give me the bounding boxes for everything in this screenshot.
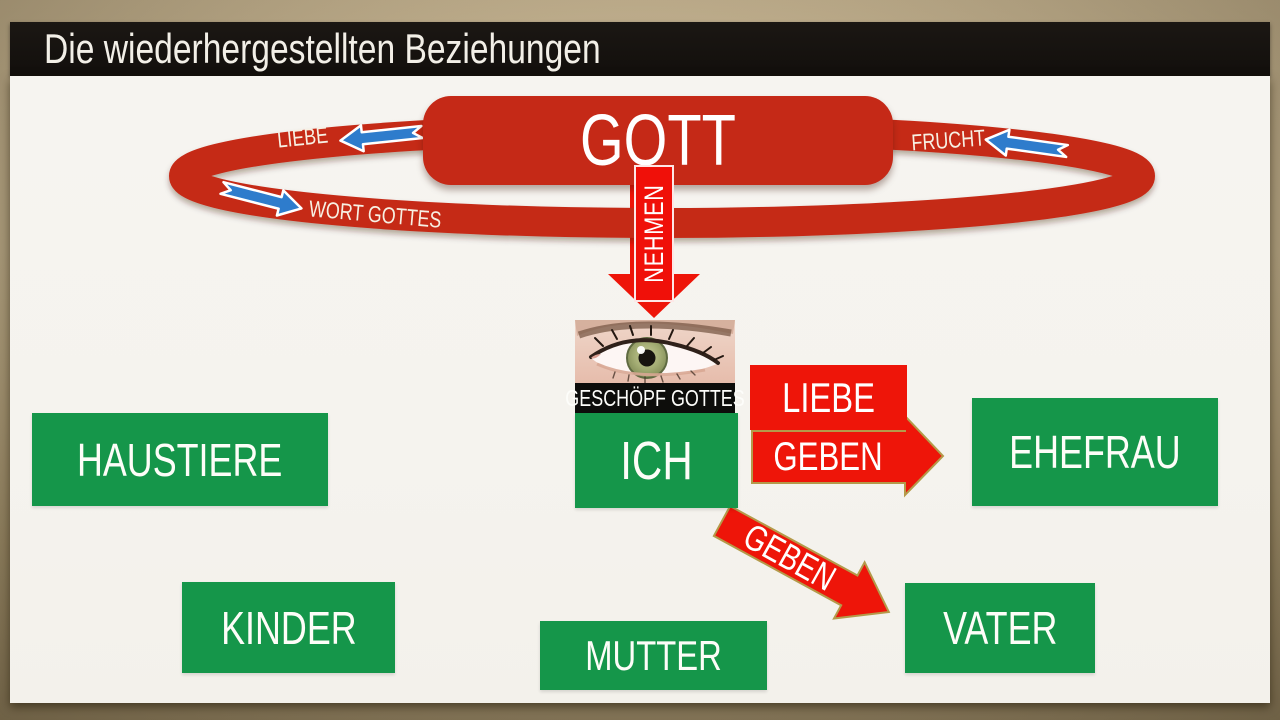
geben-arrow-diagonal-icon xyxy=(712,504,891,620)
blue-arrow-liebe-icon xyxy=(339,124,424,153)
blue-arrow-frucht-icon xyxy=(984,128,1070,159)
slide-canvas: GOTT NEHMEN LIEBE WORT GOTTES FRUCHT xyxy=(10,76,1270,703)
creature-caption-bar: GESCHÖPF GOTTES xyxy=(565,383,745,414)
eye-photo xyxy=(575,320,735,384)
nehmen-label: NEHMEN xyxy=(638,184,669,283)
box-kinder: KINDER xyxy=(182,582,395,673)
box-mutter: MUTTER xyxy=(540,621,767,690)
box-vater: VATER xyxy=(905,583,1095,673)
blue-arrow-wort-gottes-icon xyxy=(219,180,303,217)
box-haustiere: HAUSTIERE xyxy=(32,413,328,506)
box-ehefrau: EHEFRAU xyxy=(972,398,1218,506)
page-title: Die wiederhergestellten Beziehungen xyxy=(44,25,601,72)
box-ich: ICH xyxy=(575,413,738,508)
title-bar: Die wiederhergestellten Beziehungen xyxy=(10,22,1270,76)
cycle-label-frucht: FRUCHT xyxy=(910,124,986,156)
nehmen-label-box: NEHMEN xyxy=(634,165,674,302)
creature-caption: GESCHÖPF GOTTES xyxy=(565,385,745,411)
liebe-give-box: LIEBE xyxy=(750,365,907,430)
geben-right-label: GEBEN xyxy=(773,434,884,479)
